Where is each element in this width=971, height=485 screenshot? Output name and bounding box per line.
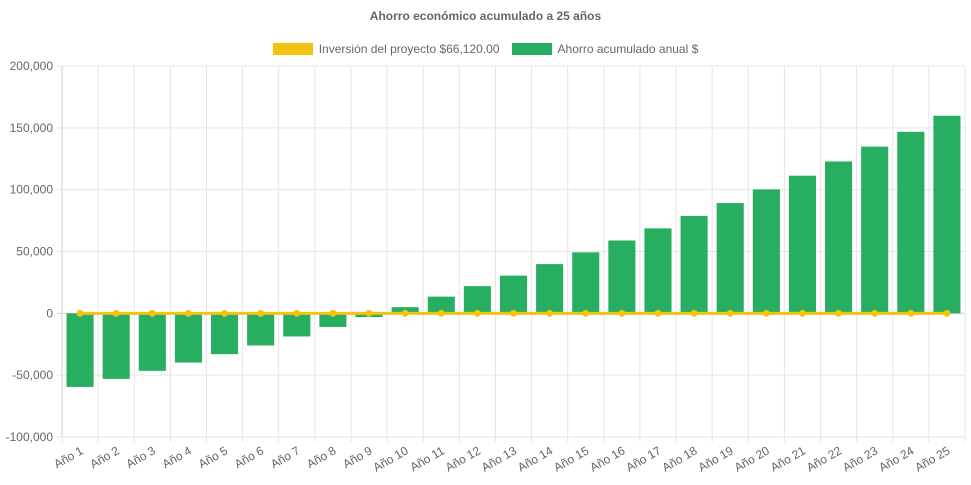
- line-point: [401, 309, 409, 317]
- bar: [174, 313, 202, 363]
- x-tick-label: Año 18: [660, 443, 700, 474]
- legend: Inversión del proyecto $66,120.00 Ahorro…: [0, 42, 971, 56]
- line-point: [293, 309, 301, 317]
- line-point: [726, 309, 734, 317]
- bar: [463, 286, 491, 314]
- bar: [283, 313, 311, 337]
- bar: [788, 175, 817, 314]
- line-point: [365, 309, 373, 317]
- bar: [680, 215, 708, 314]
- bar: [499, 275, 528, 314]
- x-tick-label: Año 1: [51, 443, 85, 471]
- y-tick-label: 100,000: [10, 183, 54, 197]
- x-tick-label: Año 25: [912, 443, 952, 474]
- x-tick-label: Año 14: [515, 443, 555, 474]
- chart-title: Ahorro económico acumulado a 25 años: [369, 9, 602, 23]
- y-tick-label: 50,000: [16, 245, 53, 259]
- bar: [536, 264, 564, 314]
- y-tick-label: -50,000: [12, 368, 53, 382]
- x-tick-label: Año 22: [804, 443, 844, 474]
- legend-item-ahorro[interactable]: Ahorro acumulado anual $: [511, 42, 699, 56]
- legend-item-inversion[interactable]: Inversión del proyecto $66,120.00: [272, 42, 500, 56]
- bar: [210, 313, 239, 355]
- legend-label-inversion: Inversión del proyecto $66,120.00: [318, 42, 500, 56]
- x-tick-label: Año 16: [587, 443, 627, 474]
- bar: [644, 228, 672, 314]
- y-tick-label: 150,000: [10, 121, 54, 135]
- bar: [897, 131, 925, 314]
- x-tick-label: Año 15: [551, 443, 591, 474]
- x-tick-label: Año 13: [479, 443, 519, 474]
- bar: [752, 189, 780, 314]
- line-point: [184, 309, 192, 317]
- bar: [572, 252, 600, 314]
- line-point: [798, 309, 806, 317]
- legend-swatch-inversion: [272, 43, 313, 55]
- line-point: [76, 309, 84, 317]
- bar: [716, 203, 744, 314]
- x-tick-label: Año 2: [88, 443, 122, 471]
- x-tick-label: Año 7: [268, 443, 302, 471]
- legend-swatch-ahorro: [511, 43, 552, 55]
- line-point: [762, 309, 770, 317]
- x-tick-label: Año 24: [876, 443, 916, 474]
- bar: [608, 240, 636, 314]
- line-point: [148, 309, 156, 317]
- line-point: [907, 309, 915, 317]
- line-point: [582, 309, 590, 317]
- bar: [319, 313, 347, 327]
- x-tick-label: Año 5: [196, 443, 230, 471]
- y-tick-label: -100,000: [6, 430, 54, 444]
- bar: [861, 146, 889, 314]
- x-tick-label: Año 8: [304, 443, 338, 471]
- line-point: [690, 309, 698, 317]
- x-tick-label: Año 19: [696, 443, 736, 474]
- bar: [138, 313, 166, 371]
- x-tick-label: Año 6: [232, 443, 266, 471]
- line-point: [112, 309, 120, 317]
- y-tick-label: 200,000: [10, 59, 54, 73]
- bar: [102, 313, 130, 379]
- x-tick-label: Año 9: [340, 443, 374, 471]
- line-point: [473, 309, 481, 317]
- y-tick-label: 0: [46, 306, 53, 320]
- line-point: [510, 309, 517, 317]
- x-tick-label: Año 12: [443, 443, 483, 474]
- x-tick-label: Año 21: [768, 443, 808, 474]
- line-point: [835, 309, 843, 317]
- line-point: [329, 309, 337, 317]
- bar: [933, 115, 961, 314]
- line-point: [257, 309, 265, 317]
- x-tick-label: Año 3: [124, 443, 158, 471]
- x-tick-label: Año 11: [408, 443, 447, 474]
- bar: [825, 161, 853, 314]
- line-point: [654, 309, 662, 317]
- line-point: [943, 309, 951, 317]
- legend-label-ahorro: Ahorro acumulado anual $: [557, 42, 699, 56]
- bar: [427, 296, 455, 314]
- line-point: [437, 309, 445, 317]
- x-tick-label: Año 20: [732, 443, 772, 474]
- line-point: [221, 309, 229, 317]
- x-tick-label: Año 23: [840, 443, 880, 474]
- line-point: [618, 309, 626, 317]
- x-tick-label: Año 10: [371, 443, 411, 474]
- bar: [66, 313, 94, 387]
- line-point: [871, 309, 879, 317]
- x-tick-label: Año 4: [160, 443, 194, 471]
- x-tick-label: Año 17: [624, 443, 664, 474]
- line-point: [546, 309, 554, 317]
- bar: [247, 313, 275, 346]
